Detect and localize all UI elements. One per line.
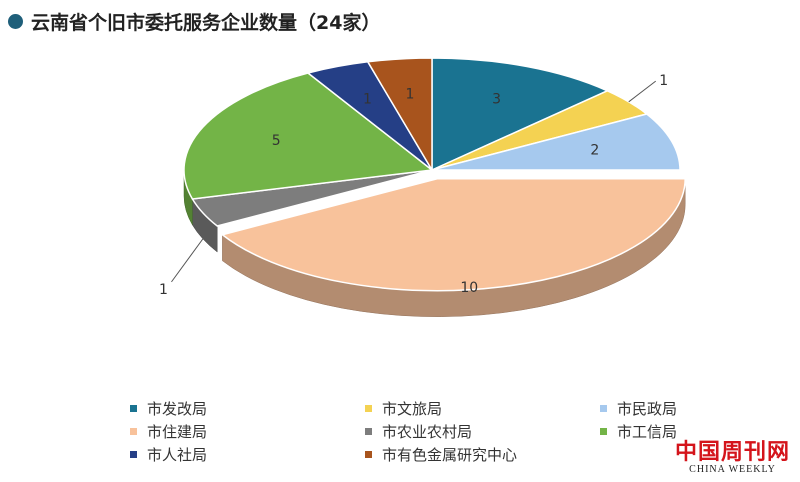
pie-tops — [183, 57, 686, 292]
legend-label-0: 市发改局 — [147, 400, 208, 418]
data-label-1: 1 — [659, 73, 668, 89]
watermark-cn: 中国周刊网 — [674, 439, 790, 465]
data-label-7: 1 — [406, 86, 415, 102]
pie-slice-3 — [220, 177, 686, 292]
legend-item-2: 市民政局 — [600, 398, 720, 419]
legend-item-6: 市人社局 — [130, 444, 365, 465]
legend-item-4: 市农业农村局 — [365, 421, 600, 442]
legend-swatch-7 — [365, 451, 372, 458]
legend-item-7: 市有色金属研究中心 — [365, 444, 600, 465]
pie-slice-5 — [183, 72, 434, 200]
legend-item-5: 市工信局 — [600, 421, 720, 442]
legend-item-1: 市文旅局 — [365, 398, 600, 419]
watermark-en: CHINA WEEKLY — [689, 464, 776, 475]
chart-title: 云南省个旧市委托服务企业数量（24家） — [31, 11, 381, 34]
legend-label-3: 市住建局 — [147, 423, 208, 441]
legend-label-7: 市有色金属研究中心 — [382, 446, 518, 464]
pie-slice-2 — [431, 113, 681, 171]
pie-slice-7 — [366, 57, 433, 173]
leader-line-4 — [171, 238, 204, 283]
legend-label-1: 市文旅局 — [382, 400, 443, 418]
legend-swatch-2 — [600, 405, 607, 412]
legend-item-0: 市发改局 — [130, 398, 365, 419]
legend-label-6: 市人社局 — [147, 446, 208, 464]
data-label-0: 3 — [492, 92, 501, 108]
watermark-logo: 中国周刊网 CHINA WEEKLY — [675, 440, 790, 476]
data-label-4: 1 — [159, 282, 168, 298]
legend-swatch-6 — [130, 451, 137, 458]
data-label-3: 10 — [460, 280, 478, 296]
legend-label-5: 市工信局 — [617, 423, 678, 441]
legend-swatch-5 — [600, 428, 607, 435]
pie-slice-0 — [431, 57, 610, 172]
chart-legend: 市发改局 市文旅局 市民政局市住建局 市农业农村局 市工信局市人社局 市有色金属研究中心 — [130, 398, 690, 465]
data-label-2: 2 — [590, 142, 599, 158]
pie-labels: 3 1 2 10 1 5 1 1 — [159, 73, 668, 298]
legend-label-2: 市民政局 — [617, 400, 678, 418]
legend-label-4: 市农业农村局 — [382, 423, 473, 441]
legend-swatch-4 — [365, 428, 372, 435]
data-label-6: 1 — [363, 92, 372, 108]
legend-item-3: 市住建局 — [130, 421, 365, 442]
data-label-5: 5 — [272, 133, 281, 149]
leader-line-1 — [628, 80, 657, 103]
legend-swatch-0 — [130, 405, 137, 412]
legend-swatch-3 — [130, 428, 137, 435]
legend-swatch-1 — [365, 405, 372, 412]
chart-header: 云南省个旧市委托服务企业数量（24家） — [8, 4, 380, 38]
title-bullet-icon — [8, 13, 23, 29]
